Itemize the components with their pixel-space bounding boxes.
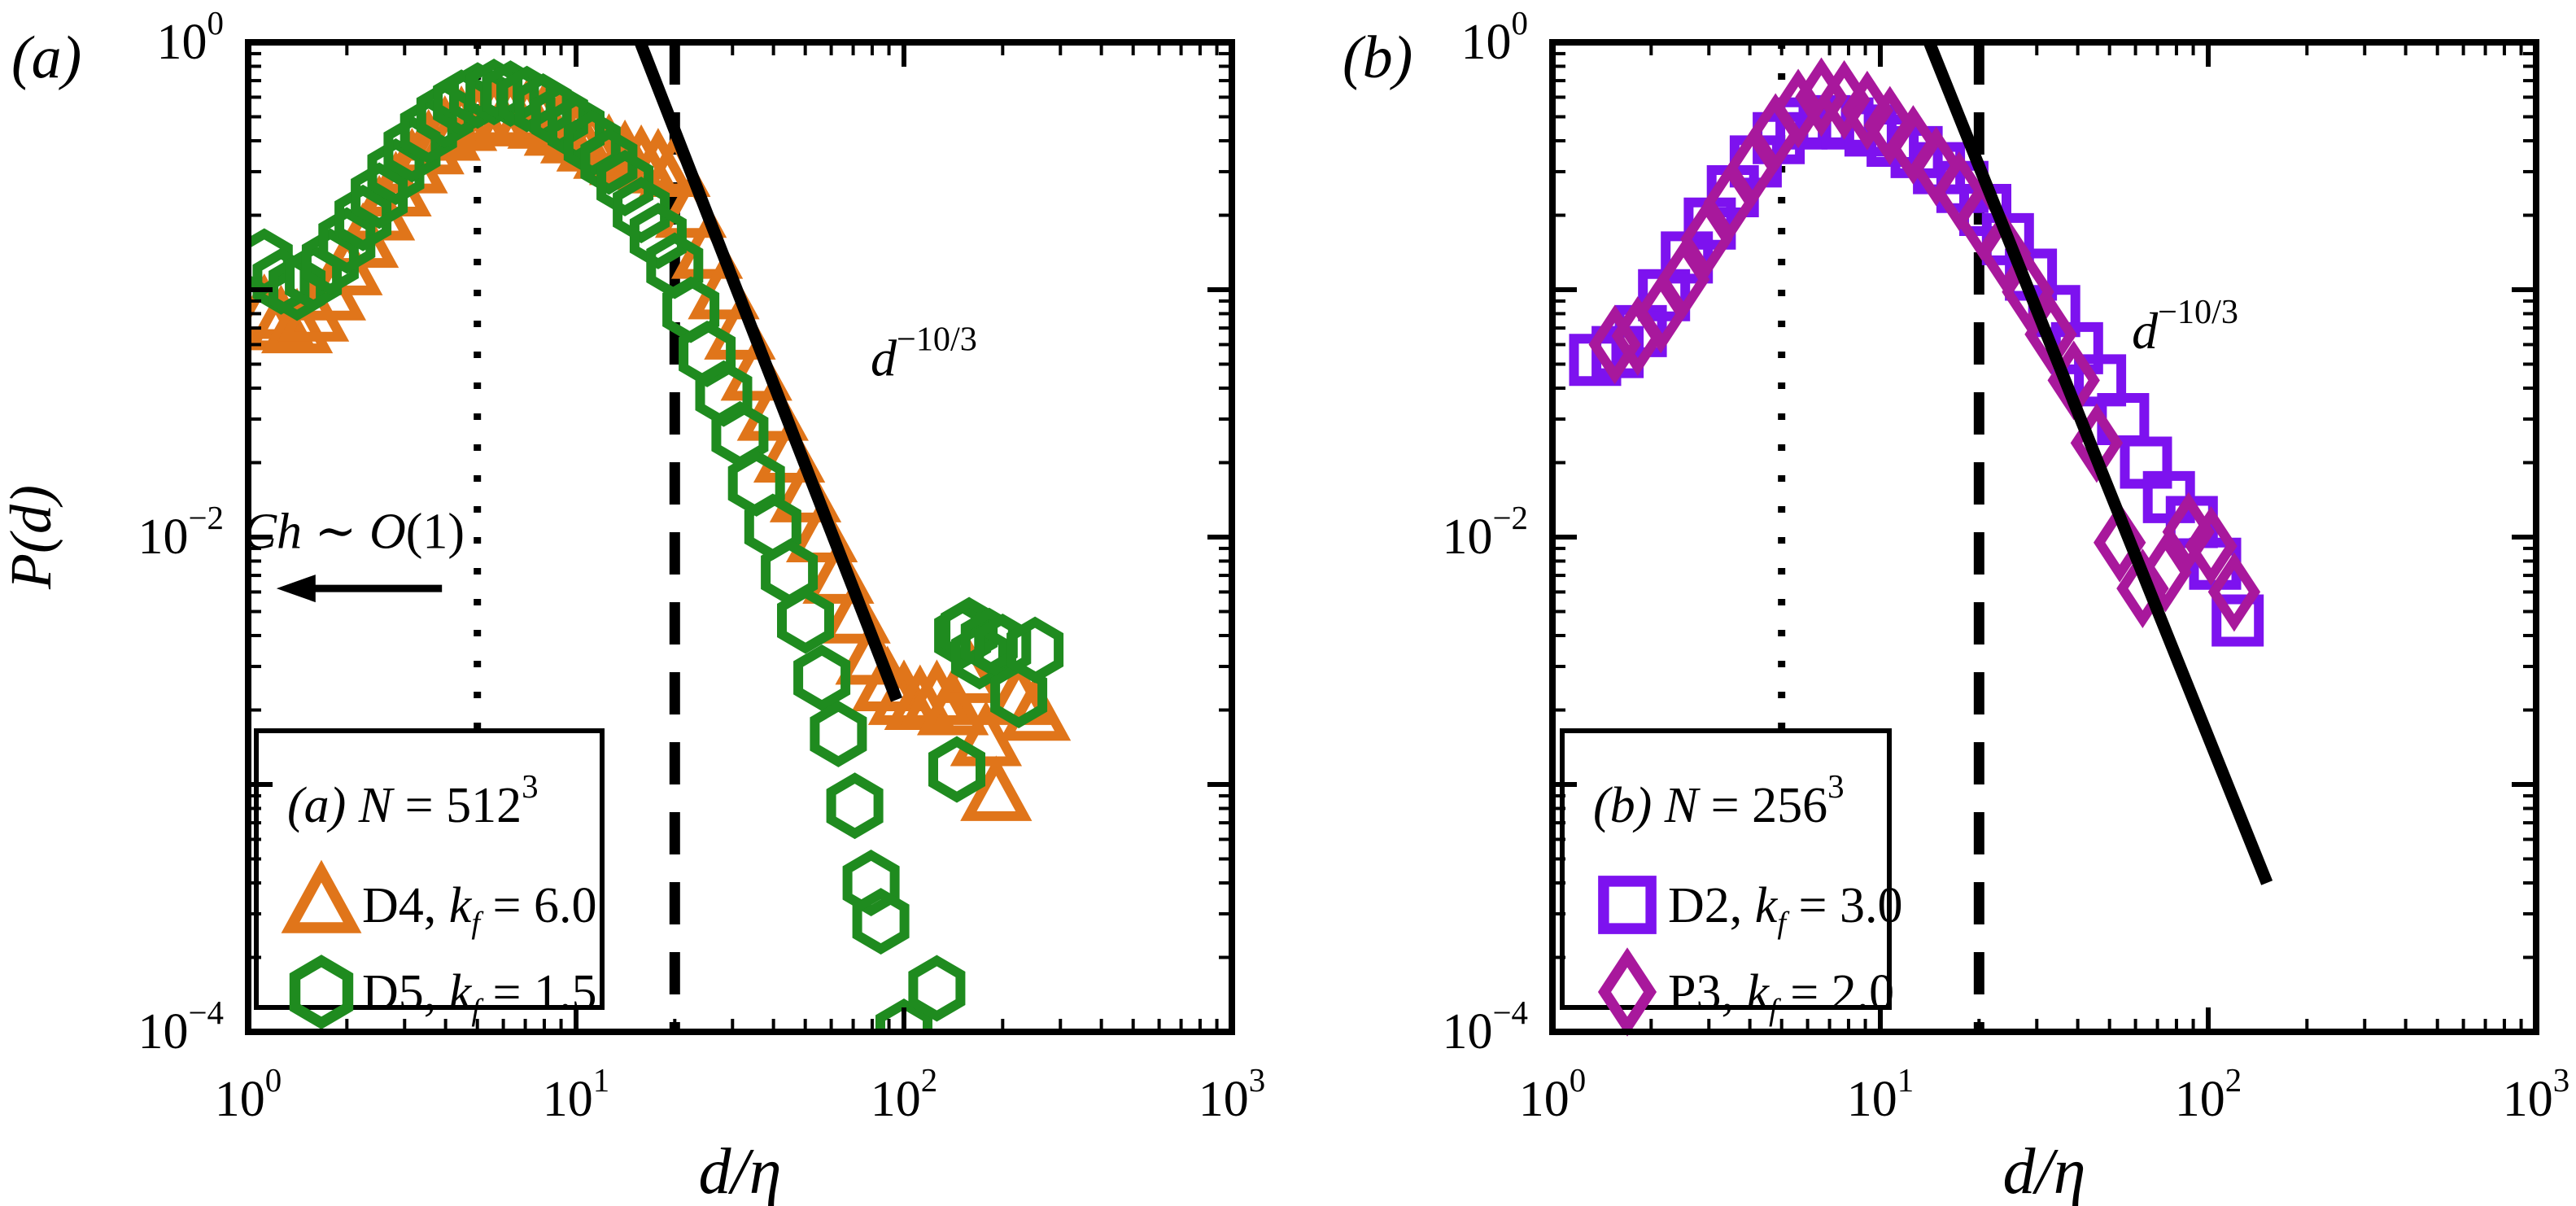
marker-hexagon (351, 162, 408, 229)
marker-diamond (1979, 213, 2032, 294)
marker-diamond (1657, 239, 1710, 320)
x-tick-label: 100 (215, 1062, 282, 1127)
legend-marker-diamond (1597, 947, 1657, 1037)
ref-line-d-10-3 (1923, 42, 2273, 885)
marker-hexagon (1006, 616, 1064, 684)
legend-box (1560, 728, 1892, 1010)
x-axis-title: d/η (2003, 1136, 2086, 1206)
marker-triangle (916, 670, 989, 736)
panel-a: d−10/3 Ch ∼ O(1) (a) N = 5123 D4, kf = 6.0 D… (0, 5, 1265, 1206)
x-tick-label: 100 (1519, 1062, 1586, 1127)
marker-diamond (2002, 251, 2054, 332)
marker-hexagon (629, 202, 687, 269)
marker-hexagon (908, 955, 966, 1022)
marker-hexagon (777, 587, 834, 654)
legend-entry-label: D2, kf = 3.0 (1668, 878, 1902, 941)
y-tick-label: 10−4 (1442, 994, 1528, 1060)
marker-hexagon (810, 700, 867, 767)
marker-hexagon (793, 644, 851, 711)
marker-hexagon (301, 228, 359, 295)
marker-diamond (2207, 552, 2261, 632)
x-tick-label: 102 (871, 1062, 937, 1127)
marker-hexagon (679, 320, 736, 387)
marker-diamond (1680, 199, 1733, 279)
marker-diamond (2116, 548, 2169, 629)
legend-title: (b) N = 2563 (1593, 768, 1845, 833)
panel-b: d−10/3 (b) N = 2563 D2, kf = 3.0 P3, kf = 2… (1343, 5, 2569, 1206)
legend-entry-label: D4, kf = 6.0 (362, 878, 596, 941)
marker-diamond (1910, 126, 1963, 207)
panel-corner-label: (b) (1343, 24, 1412, 91)
marker-diamond (1887, 105, 1940, 185)
y-tick-label: 100 (157, 5, 224, 70)
marker-hexagon (842, 850, 900, 916)
marker-diamond (1863, 85, 1916, 166)
ref-line-d-10-3 (634, 42, 903, 702)
marker-triangle (260, 287, 334, 354)
plot-area-a (248, 42, 1072, 1032)
y-tick-label: 10−4 (138, 994, 224, 1060)
y-axis-title: P(d) (0, 485, 63, 590)
marker-hexagon (990, 662, 1048, 728)
marker-hexagon (852, 888, 910, 955)
ref-line-label: d−10/3 (2132, 293, 2238, 360)
marker-square (2142, 470, 2195, 523)
marker-triangle (884, 664, 956, 730)
marker-hexagon (613, 177, 670, 243)
x-tick-label: 103 (2503, 1062, 2569, 1127)
x-tick-label: 102 (2175, 1062, 2242, 1127)
marker-diamond (2094, 502, 2146, 583)
marker-square (2189, 537, 2242, 590)
marker-hexagon (563, 110, 621, 177)
annotation-ch-label: Ch ∼ O(1) (243, 505, 465, 560)
x-tick-label: 101 (543, 1062, 609, 1127)
y-tick-label: 10−2 (138, 500, 224, 565)
y-tick-label: 10−2 (1442, 500, 1528, 565)
legend-entry-label: D5, kf = 1.5 (362, 965, 596, 1028)
marker-diamond (1588, 304, 1641, 385)
y-tick-label: 100 (1461, 5, 1528, 70)
legend-entry-label: P3, kf = 2.0 (1668, 965, 1894, 1028)
marker-triangle (998, 675, 1072, 741)
plot-area-b (1569, 42, 2273, 1032)
marker-hexagon (580, 128, 638, 195)
marker-hexagon (928, 736, 985, 803)
marker-diamond (2185, 506, 2238, 586)
x-tick-label: 103 (1198, 1062, 1265, 1127)
marker-diamond (1771, 68, 1825, 149)
marker-hexagon (269, 254, 326, 321)
marker-square (2120, 436, 2172, 489)
marker-hexagon (334, 184, 392, 251)
marker-triangle (960, 755, 1033, 821)
marker-hexagon (934, 602, 992, 669)
legend-title: (a) N = 5123 (287, 768, 539, 833)
marker-hexagon (950, 623, 1008, 690)
marker-diamond (2139, 532, 2192, 613)
marker-hexagon (399, 97, 457, 164)
marker-hexagon (875, 998, 932, 1032)
marker-hexagon (548, 94, 605, 162)
marker-hexagon (318, 207, 376, 274)
series-d5-kf-1-5 (248, 59, 1064, 1032)
marker-hexagon (826, 772, 884, 840)
marker-hexagon (596, 149, 654, 216)
x-axis-title: d/η (699, 1136, 782, 1206)
legend-marker-square (1598, 876, 1657, 934)
legend-marker-triangle (281, 859, 362, 933)
annotation-arrow-head (276, 575, 316, 603)
x-tick-label: 101 (1847, 1062, 1914, 1127)
marker-triangle (950, 701, 1023, 767)
axis-ticks (1550, 40, 2539, 1034)
legend-marker-hexagon (289, 955, 354, 1029)
panel-corner-label: (a) (11, 24, 81, 91)
axis-ticks (246, 40, 1234, 1034)
ref-line-label: d−10/3 (871, 321, 977, 387)
